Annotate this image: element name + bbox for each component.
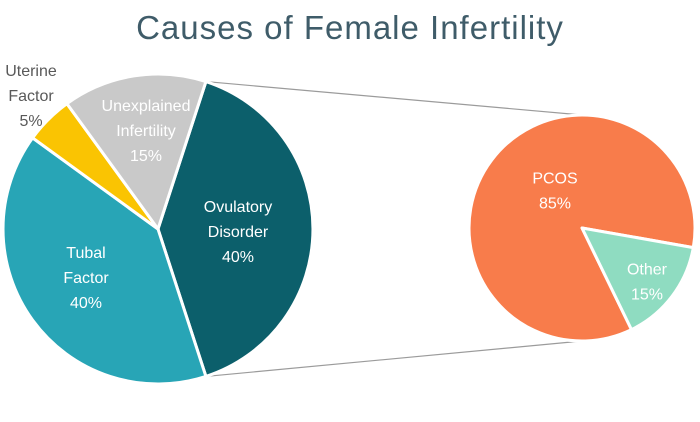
chart-title: Causes of Female Infertility xyxy=(136,9,564,46)
slice-label-uterine-factor: Uterine Factor 5% xyxy=(5,63,57,130)
slice-label-ovulatory-disorder: Ovulatory Disorder 40% xyxy=(204,199,272,266)
slice-label-pcos: PCOS 85% xyxy=(532,171,577,213)
slice-ovulatory-disorder xyxy=(156,80,315,378)
slice-unexplained-infertility xyxy=(65,72,208,231)
connector-line-top xyxy=(205,80,583,116)
connector-line-bottom xyxy=(205,340,583,378)
slice-label-other: Other 15% xyxy=(627,262,668,304)
slice-other xyxy=(580,226,695,332)
slice-label-unexplained-infertility: Unexplained Infertility 15% xyxy=(102,98,191,165)
slice-tubal-factor xyxy=(1,136,208,386)
slice-label-tubal-factor: Tubal Factor 40% xyxy=(63,245,109,312)
